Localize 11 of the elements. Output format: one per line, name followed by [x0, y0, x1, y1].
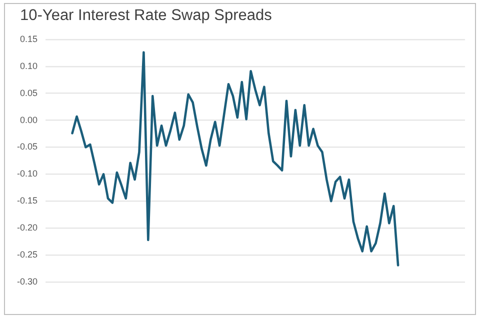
chart-title: 10-Year Interest Rate Swap Spreads — [20, 7, 272, 25]
y-tick-label: -0.20 — [17, 222, 38, 233]
y-tick-label: 0.15 — [20, 34, 38, 44]
y-tick-label: -0.25 — [17, 250, 38, 260]
y-tick-label: 0.10 — [20, 60, 38, 71]
y-tick-label: -0.15 — [17, 196, 38, 206]
y-tick-label: -0.10 — [17, 168, 38, 179]
y-tick-label: 0.05 — [20, 88, 38, 98]
y-tick-label: 0.00 — [20, 114, 38, 125]
y-tick-label: -0.30 — [17, 276, 38, 286]
y-tick-label: -0.05 — [17, 142, 38, 152]
